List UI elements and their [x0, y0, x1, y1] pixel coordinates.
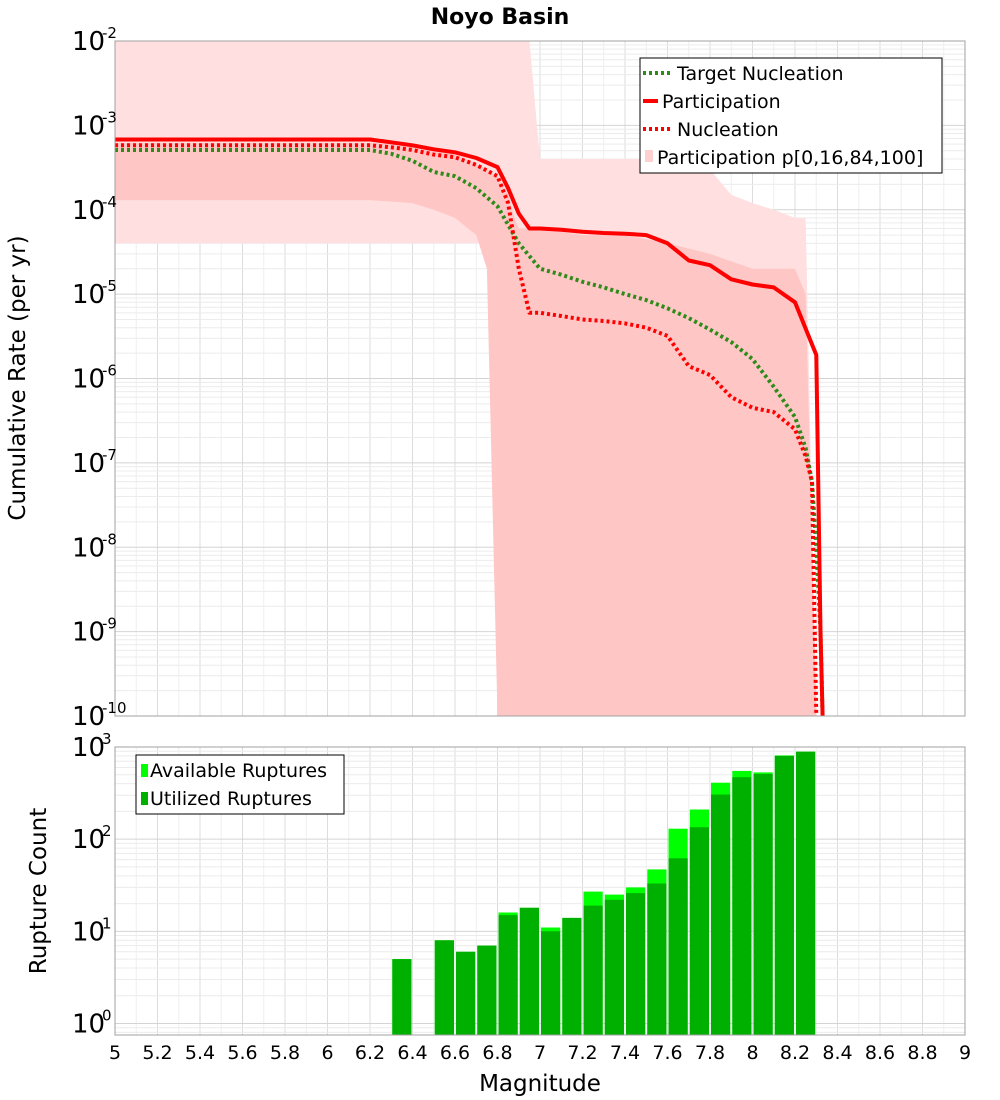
rupture-y-tick-exponent: 1: [102, 914, 112, 932]
bar-utilized: [732, 777, 752, 1035]
rate-y-ticks: 10-210-310-410-510-610-710-810-910-10: [72, 24, 127, 732]
rupture-y-tick-exponent: 3: [102, 730, 112, 748]
rate-lines: [115, 137, 825, 717]
band-participation-p16-p84: [115, 142, 817, 716]
bar-utilized: [392, 959, 412, 1035]
bar-utilized: [456, 951, 476, 1035]
x-tick-label: 7.4: [610, 1042, 640, 1064]
rate-y-tick-label: 10: [72, 196, 105, 226]
rate-y-tick-label: 10: [72, 618, 105, 648]
rate-y-tick-exponent: -8: [102, 530, 117, 548]
bar-utilized: [774, 755, 794, 1035]
x-tick-label: 5.6: [227, 1042, 257, 1064]
rupture-y-tick-exponent: 2: [102, 822, 112, 840]
rupture-y-axis-label: Rupture Count: [26, 808, 52, 974]
legend-swatch-utilized: [141, 792, 148, 805]
rate-y-tick-exponent: -7: [102, 446, 117, 464]
magnitude-x-ticks: 5 5.2 5.4 5.6 5.8 6 6.2 6.4 6.6 6.8 7 7.2 7.4 7.6 7.8 8…: [109, 1042, 971, 1064]
line-nucleation: [115, 143, 819, 717]
rate-plot: 10-210-310-410-510-610-710-810-910-10 Cu…: [5, 24, 966, 732]
bar-utilized: [668, 858, 688, 1035]
rate-y-tick-label: 10: [72, 533, 105, 563]
rate-y-tick-exponent: -4: [102, 193, 117, 211]
legend-swatch-available: [141, 764, 148, 777]
rupture-plot-frame: [114, 746, 966, 1036]
x-tick-label: 8: [746, 1042, 758, 1064]
rate-y-tick-exponent: -5: [102, 277, 117, 295]
bar-utilized: [796, 751, 816, 1035]
bar-utilized: [434, 940, 454, 1035]
rupture-legend: Available Ruptures Utilized Ruptures: [135, 754, 345, 815]
legend-label-utilized: Utilized Ruptures: [150, 788, 312, 810]
x-tick-label: 7: [534, 1042, 546, 1064]
legend-label-available: Available Ruptures: [150, 760, 327, 782]
rate-y-tick-exponent: -9: [102, 615, 117, 633]
bar-utilized: [583, 905, 603, 1035]
bar-utilized: [519, 907, 539, 1035]
rate-y-tick-label: 10: [72, 280, 105, 310]
bar-utilized: [562, 917, 582, 1035]
rate-legend: Target Nucleation Participation Nucleati…: [639, 57, 943, 174]
x-tick-label: 8.4: [822, 1042, 852, 1064]
x-tick-label: 6.4: [397, 1042, 427, 1064]
x-tick-label: 8.8: [907, 1042, 937, 1064]
rate-y-tick-exponent: -6: [102, 362, 117, 380]
rate-y-tick-label: 10: [72, 702, 105, 732]
participation-bands: [115, 41, 817, 716]
line-target-nucleation: [115, 148, 825, 717]
rate-y-tick-label: 10: [72, 449, 105, 479]
bar-utilized: [647, 883, 667, 1035]
chart-title: Noyo Basin: [431, 5, 570, 30]
legend-label-participation-band: Participation p[0,16,84,100]: [657, 147, 923, 169]
legend-label-nucleation: Nucleation: [677, 119, 779, 141]
bar-utilized: [711, 794, 731, 1035]
bar-utilized: [689, 827, 709, 1035]
rate-y-tick-exponent: -3: [102, 108, 117, 126]
bar-utilized: [753, 774, 773, 1035]
x-tick-label: 5.4: [185, 1042, 215, 1064]
rate-legend-box: [639, 57, 943, 174]
x-tick-label: 6.8: [482, 1042, 512, 1064]
rupture-y-tick-exponent: 0: [102, 1006, 112, 1024]
rupture-legend-box: [135, 754, 345, 815]
bar-utilized: [626, 893, 646, 1035]
legend-label-target-nucleation: Target Nucleation: [676, 63, 844, 85]
x-tick-label: 6.6: [440, 1042, 470, 1064]
x-tick-label: 5.2: [142, 1042, 172, 1064]
rupture-y-tick-label: 10: [72, 825, 105, 855]
bar-utilized: [604, 899, 624, 1035]
x-tick-label: 9: [959, 1042, 971, 1064]
legend-swatch-participation-band: [645, 150, 653, 162]
bar-utilized: [477, 945, 497, 1035]
rupture-bars: [392, 751, 816, 1035]
legend-label-participation: Participation: [662, 91, 781, 113]
rupture-y-tick-label: 10: [72, 733, 105, 763]
rate-y-tick-label: 10: [72, 27, 105, 57]
rupture-y-tick-label: 10: [72, 1009, 105, 1039]
x-tick-label: 6.2: [355, 1042, 385, 1064]
rupture-y-tick-label: 10: [72, 917, 105, 947]
x-tick-label: 5.8: [270, 1042, 300, 1064]
line-participation: [115, 137, 825, 717]
rate-y-tick-label: 10: [72, 365, 105, 395]
rate-y-tick-label: 10: [72, 111, 105, 141]
x-tick-label: 8.2: [780, 1042, 810, 1064]
rate-y-tick-exponent: -2: [102, 24, 117, 42]
x-tick-label: 7.2: [567, 1042, 597, 1064]
x-tick-label: 5: [109, 1042, 121, 1064]
x-tick-label: 8.6: [865, 1042, 895, 1064]
bar-utilized: [541, 931, 561, 1035]
x-tick-label: 7.6: [652, 1042, 682, 1064]
x-tick-label: 7.8: [695, 1042, 725, 1064]
x-axis-label: Magnitude: [479, 1071, 601, 1097]
rate-plot-frame: [114, 40, 966, 717]
rate-y-tick-exponent: -10: [102, 699, 127, 717]
x-tick-label: 6: [321, 1042, 333, 1064]
bar-utilized: [498, 915, 518, 1035]
rate-y-axis-label: Cumulative Rate (per yr): [5, 235, 31, 520]
